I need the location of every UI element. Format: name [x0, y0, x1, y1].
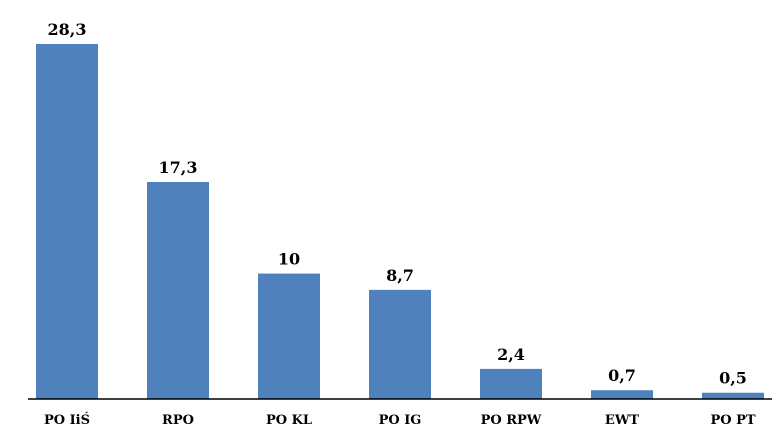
bar-2 [147, 181, 209, 399]
x-tick-label-5: PO RPW [481, 413, 542, 427]
bar-6 [591, 390, 653, 399]
x-tick-label-6: EWT [605, 413, 640, 427]
x-tick-label-4: PO IG [379, 413, 422, 427]
bars-group [36, 44, 764, 399]
bar-4 [369, 289, 431, 399]
data-label-4: 8,7 [386, 266, 414, 285]
data-label-5: 2,4 [497, 345, 525, 364]
data-labels-group: 28,3 17,3 10 8,7 2,4 0,7 0,5 [48, 20, 747, 388]
x-tick-labels-group: PO IiŚ RPO PO KL PO IG PO RPW EWT PO PT [44, 411, 756, 427]
x-tick-label-2: RPO [162, 413, 194, 427]
data-label-2: 17,3 [159, 158, 198, 177]
data-label-7: 0,5 [719, 369, 747, 388]
x-tick-label-1: PO IiŚ [44, 411, 90, 427]
bar-7 [702, 392, 764, 399]
bar-3 [258, 273, 320, 399]
data-label-6: 0,7 [608, 366, 636, 385]
bar-5 [480, 368, 542, 399]
data-label-1: 28,3 [48, 20, 87, 39]
bar-1 [36, 44, 98, 399]
x-tick-label-7: PO PT [710, 413, 755, 427]
data-label-3: 10 [278, 250, 300, 269]
x-tick-label-3: PO KL [266, 413, 312, 427]
